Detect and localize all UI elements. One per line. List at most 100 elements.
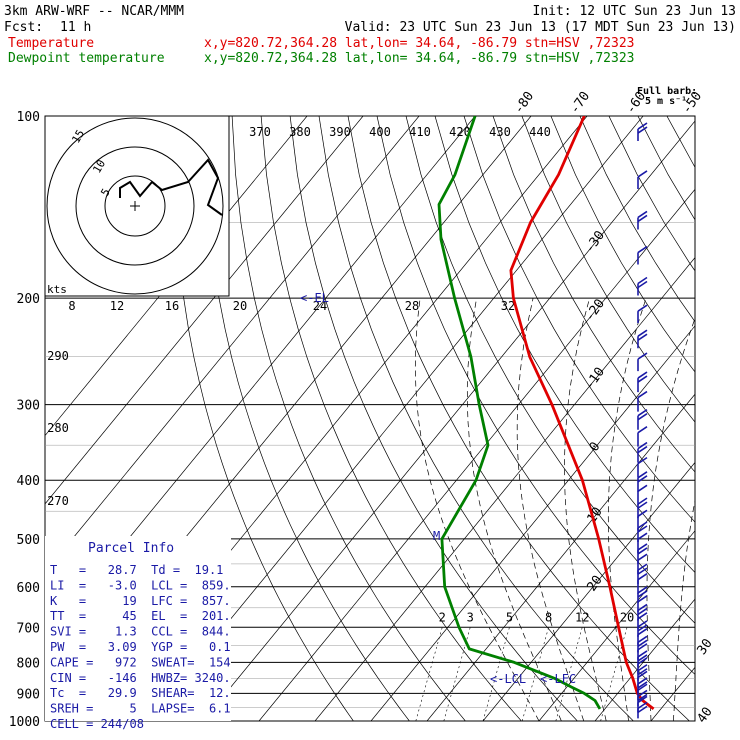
dry-adiabat-line <box>376 116 695 675</box>
wind-barb-tick <box>637 654 648 662</box>
wind-barb-tick <box>637 126 648 134</box>
wind-legend-value: 5 m s⁻¹ <box>645 96 687 107</box>
theta-label: 410 <box>409 125 431 139</box>
wind-barb-tick <box>637 413 648 421</box>
dry-adiabat-line <box>608 116 695 272</box>
isotherm-label: 0 <box>587 440 604 455</box>
wind-barb <box>637 456 648 478</box>
wind-barb <box>637 170 648 189</box>
init-time: Init: 12 UTC Sun 23 Jun 13 <box>533 4 737 19</box>
wind-barb-tick <box>637 668 648 676</box>
dry-adiabat-line <box>434 116 695 574</box>
hodograph-speed-label: 32 <box>501 299 515 313</box>
isotherm-line <box>426 393 695 721</box>
parcel-info-row: SVI = 1.3 CCL = 844. <box>50 625 231 639</box>
dry-adiabat-line <box>521 116 695 423</box>
dewpoint-series-line <box>437 116 602 710</box>
wind-barb <box>637 441 648 463</box>
mixing-ratio-label: 5 <box>506 610 513 624</box>
theta-side-label: 270 <box>47 494 69 508</box>
isotherm-line <box>45 116 420 573</box>
mixing-ratio-line <box>482 627 510 721</box>
theta-side-label: 280 <box>47 421 69 435</box>
dry-adiabat-line <box>318 116 634 721</box>
hodograph-speed-label: 12 <box>110 299 124 313</box>
isotherm-label: 20 <box>584 573 605 594</box>
mixing-ratio-label: 12 <box>575 610 589 624</box>
dry-adiabat-line <box>492 116 695 473</box>
wind-barb-tick <box>637 525 648 533</box>
parcel-info-row: T = 28.7 Td = 19.1 <box>50 563 223 577</box>
theta-label: 380 <box>289 125 311 139</box>
parcel-info-row: CIN = -146 HWBZ= 3240. <box>50 671 231 685</box>
moist-adiabat-line <box>646 317 695 721</box>
wind-barb-tick <box>637 705 648 714</box>
moist-adiabat-line <box>414 298 540 721</box>
dry-adiabat-line <box>579 116 695 323</box>
parcel-info-row: TT = 45 EL = 201. <box>50 609 231 623</box>
dewpoint-location: x,y=820.72,364.28 lat,lon= 34.64, -86.79… <box>204 51 634 66</box>
valid-time: Valid: 23 UTC Sun 23 Jun 13 (17 MDT Sun … <box>345 20 736 35</box>
wind-barb-tick <box>637 445 648 454</box>
wind-barb <box>637 409 648 430</box>
dry-adiabat-line <box>260 116 522 721</box>
pressure-tick-label: 600 <box>17 581 40 596</box>
wind-barb <box>637 390 648 412</box>
hodograph-ring <box>104 175 166 237</box>
wind-barb <box>637 210 648 230</box>
pressure-tick-label: 400 <box>17 474 40 489</box>
hodograph-ring-label: 10 <box>90 158 108 176</box>
parcel-info-row: CELL = 244/08 <box>50 717 144 731</box>
wind-legend-title: Full barb: <box>637 86 697 97</box>
isotherm-line <box>594 598 695 721</box>
mixing-ratio-label: 8 <box>545 610 552 624</box>
parcel-info-row: LI = -3.0 LCL = 859. <box>50 578 231 592</box>
parcel-info-row: Tc = 29.9 SHEAR= 12. <box>50 686 231 700</box>
fcst-label: Fcst: <box>4 20 43 35</box>
parcel-info-row: CAPE = 972 SWEAT= 154 <box>50 655 231 669</box>
mixing-ratio-label: 3 <box>467 610 474 624</box>
pressure-tick-label: 200 <box>17 292 40 307</box>
wind-barb-tick <box>637 639 648 647</box>
isotherm-line <box>258 188 695 721</box>
dry-adiabat-line <box>666 116 695 169</box>
wind-barb <box>637 276 648 296</box>
dry-adiabat-line <box>550 116 695 373</box>
pressure-tick-label: 800 <box>17 656 40 671</box>
wind-barb-tick <box>637 375 648 383</box>
moist-adiabat-line <box>516 298 585 721</box>
pressure-tick-label: 300 <box>17 399 40 414</box>
wind-barb-tick <box>637 214 648 223</box>
isotherm-label: -10 <box>582 365 608 393</box>
wind-barb <box>637 484 648 506</box>
isotherm-label: -80 <box>511 89 537 117</box>
moist-adiabat-line <box>673 498 695 721</box>
dry-adiabat-line <box>202 116 410 721</box>
wind-barb-tick <box>637 501 648 509</box>
isotherm-label: 30 <box>694 636 715 657</box>
temperature-legend: Temperature <box>8 36 94 51</box>
dry-adiabat-line <box>725 116 740 721</box>
hodograph-speed-label: 16 <box>165 299 179 313</box>
isotherm-line <box>314 257 695 721</box>
mixing-ratio-label: 2 <box>439 610 446 624</box>
theta-side-label: 290 <box>47 349 69 363</box>
isotherm-label: -20 <box>582 297 608 325</box>
fcst-value: 11 h <box>60 20 91 35</box>
wind-barb-tick <box>637 624 648 632</box>
wind-barb <box>637 304 648 324</box>
dry-adiabat-line <box>173 116 354 721</box>
theta-label: 430 <box>489 125 511 139</box>
pressure-tick-label: 100 <box>17 110 40 125</box>
dewpoint-legend: Dewpoint temperature <box>8 51 165 66</box>
wind-barb-tick <box>637 590 648 598</box>
pressure-tick-label: 1000 <box>9 715 40 730</box>
pressure-tick-label: 500 <box>17 533 40 548</box>
hodograph-ring <box>75 146 195 266</box>
temperature-location: x,y=820.72,364.28 lat,lon= 34.64, -86.79… <box>204 36 634 51</box>
hodograph-speed-label: 8 <box>68 299 75 313</box>
parcel-info-row: PW = 3.09 YGP = 0.1 <box>50 640 231 654</box>
lcl-annotation: <-LCL <box>490 672 526 686</box>
